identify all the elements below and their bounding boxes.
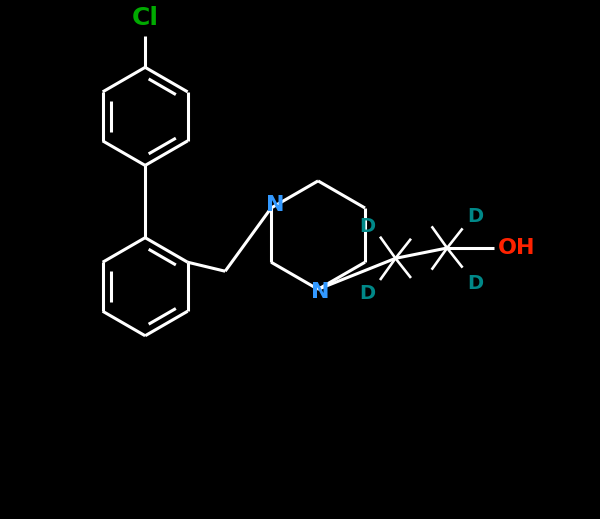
Text: N: N [311, 282, 330, 302]
Text: D: D [359, 217, 375, 236]
Text: D: D [359, 284, 375, 303]
Text: D: D [467, 274, 484, 293]
Text: OH: OH [497, 238, 535, 258]
Text: D: D [467, 207, 484, 225]
Text: N: N [266, 196, 284, 215]
Text: Cl: Cl [131, 6, 158, 30]
